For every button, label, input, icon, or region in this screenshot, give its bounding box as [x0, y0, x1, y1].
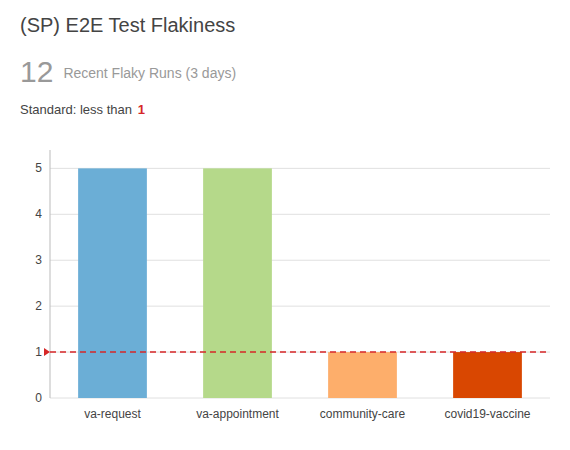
- y-tick-label: 0: [35, 391, 42, 405]
- y-tick-label: 1: [35, 345, 42, 359]
- total-count: 12: [20, 55, 53, 88]
- threshold-marker: [44, 348, 50, 356]
- bar: [78, 168, 147, 398]
- y-tick-label: 5: [35, 161, 42, 175]
- grid-line: [50, 352, 550, 353]
- threshold-line: [50, 351, 550, 353]
- title: (SP) E2E Test Flakiness: [20, 14, 235, 36]
- x-tick-label: covid19-vaccine: [444, 407, 530, 421]
- standard-label: Standard: less than: [20, 102, 136, 117]
- bar: [203, 168, 272, 398]
- x-tick-label: va-appointment: [196, 407, 279, 421]
- y-tick-label: 2: [35, 299, 42, 313]
- y-tick-label: 4: [35, 207, 42, 221]
- standard-value: 1: [138, 102, 145, 117]
- bar: [453, 352, 522, 398]
- x-tick-label: community-care: [320, 407, 406, 421]
- subtitle: Recent Flaky Runs (3 days): [63, 65, 236, 81]
- x-tick-label: va-request: [84, 407, 141, 421]
- y-axis-line: [50, 150, 51, 398]
- chart: (SP) E2E Test Flakiness12Recent Flaky Ru…: [0, 0, 570, 450]
- bar: [328, 352, 397, 398]
- y-tick-label: 3: [35, 253, 42, 267]
- plot-marks: [50, 168, 550, 398]
